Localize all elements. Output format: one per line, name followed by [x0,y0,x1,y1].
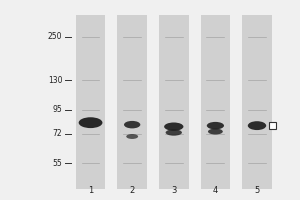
Bar [242,15,272,189]
Ellipse shape [124,121,140,128]
Bar [269,122,276,129]
Ellipse shape [248,121,266,130]
Ellipse shape [207,122,224,129]
Text: 95: 95 [52,105,62,114]
Bar [200,15,230,189]
Text: 72: 72 [53,129,62,138]
Ellipse shape [166,129,182,136]
Text: 250: 250 [48,32,62,41]
Text: 55: 55 [52,159,62,168]
Bar [76,15,105,189]
Text: 5: 5 [254,186,260,195]
Ellipse shape [126,134,138,139]
Text: 3: 3 [171,186,176,195]
Ellipse shape [79,117,102,128]
Text: 1: 1 [88,186,93,195]
Text: 2: 2 [130,186,135,195]
Text: 4: 4 [213,186,218,195]
Ellipse shape [164,122,183,131]
Text: 130: 130 [48,76,62,85]
Ellipse shape [208,129,223,135]
Bar [117,15,147,189]
Bar [159,15,189,189]
